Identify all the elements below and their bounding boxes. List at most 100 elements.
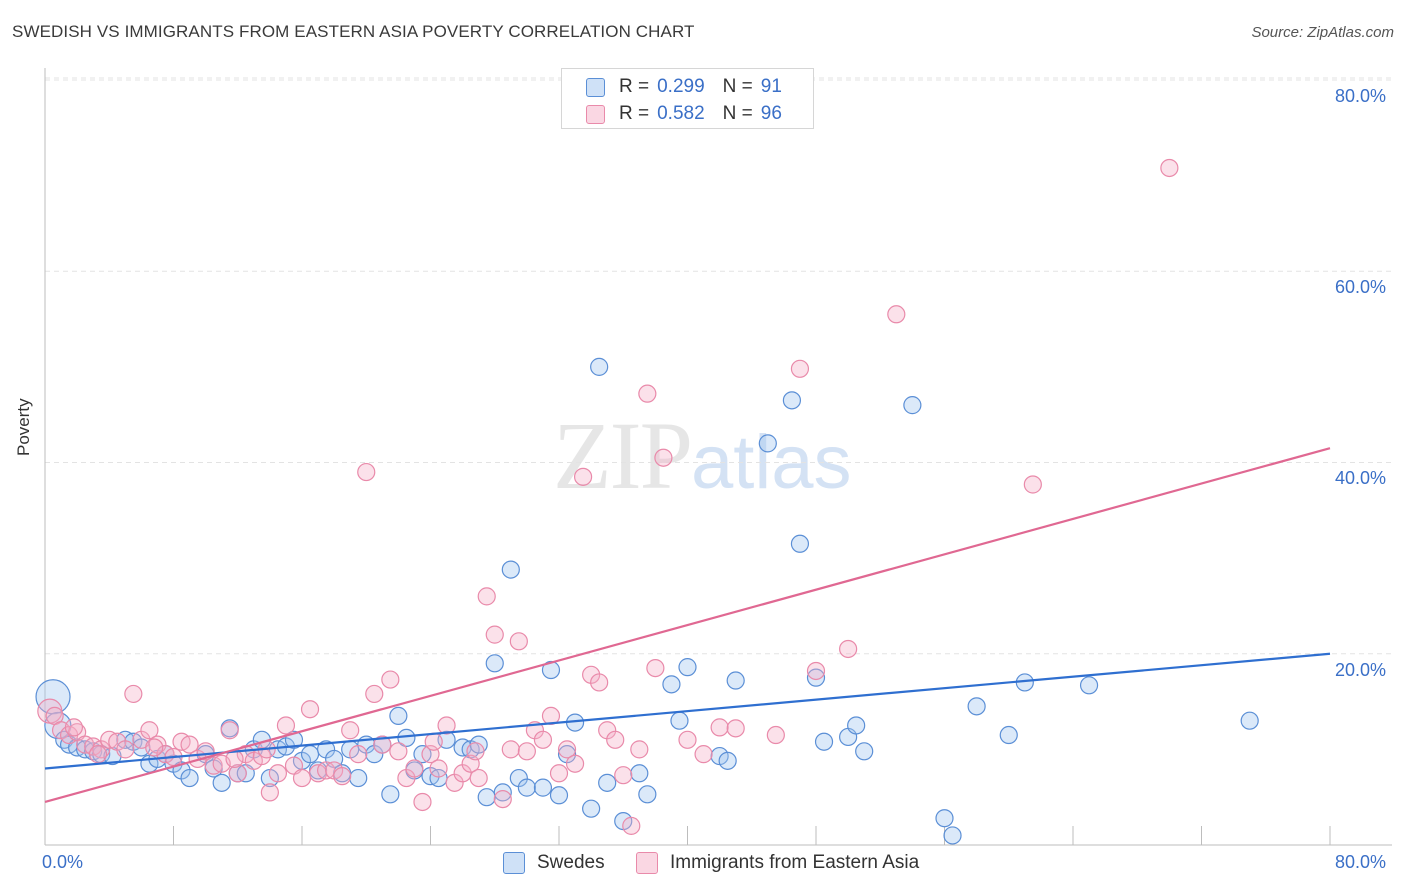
swedes-point bbox=[718, 751, 737, 770]
asia-point bbox=[766, 725, 785, 745]
asia-point bbox=[1023, 475, 1042, 494]
source-credit: Source: ZipAtlas.com bbox=[1251, 24, 1394, 41]
asia-point bbox=[646, 658, 665, 678]
asia-point bbox=[509, 632, 528, 651]
asia-point bbox=[381, 670, 400, 689]
asia-point bbox=[124, 684, 143, 704]
y-tick-label: 40.0% bbox=[1335, 468, 1387, 488]
asia-point bbox=[260, 783, 279, 802]
legend-label-swedes: Swedes bbox=[537, 852, 605, 873]
r-value: 0.582 bbox=[657, 103, 705, 124]
asia-point bbox=[276, 716, 296, 735]
swedes-point bbox=[670, 711, 689, 730]
asia-point bbox=[180, 735, 199, 754]
y-axis-label: Poverty bbox=[14, 398, 33, 456]
swedes-point bbox=[541, 660, 561, 680]
watermark: ZIPatlas bbox=[553, 400, 852, 511]
asia-point bbox=[485, 625, 504, 644]
swedes-point bbox=[943, 826, 962, 845]
asia-point bbox=[429, 759, 448, 778]
swedes-point bbox=[349, 768, 368, 788]
asia-point bbox=[533, 730, 553, 749]
asia-point bbox=[549, 764, 569, 783]
swedes-point bbox=[180, 768, 199, 788]
asia-point bbox=[469, 768, 488, 788]
asia-point bbox=[638, 384, 657, 403]
legend-label-asia: Immigrants from Eastern Asia bbox=[670, 852, 920, 873]
asia-point bbox=[565, 754, 585, 773]
swedes-point bbox=[212, 773, 231, 792]
swedes-point bbox=[501, 560, 520, 579]
asia-point bbox=[300, 700, 320, 719]
stats-legend: R = 0.299 N = 91 R = 0.582 N = 96 bbox=[561, 68, 814, 129]
swedes-point bbox=[389, 706, 408, 726]
asia-point bbox=[437, 716, 456, 735]
x-tick-label: 0.0% bbox=[42, 852, 84, 872]
r-label: R = bbox=[619, 76, 650, 97]
swedes-point bbox=[493, 783, 512, 802]
asia-point bbox=[405, 759, 424, 778]
swedes-point bbox=[847, 716, 866, 735]
swedes-point bbox=[300, 745, 320, 764]
swedes-point bbox=[782, 391, 802, 410]
swedes-point bbox=[598, 773, 617, 792]
swedes-point bbox=[662, 675, 681, 694]
chart-title: SWEDISH VS IMMIGRANTS FROM EASTERN ASIA … bbox=[12, 22, 695, 41]
stats-legend-row-swedes: R = 0.299 N = 91 bbox=[586, 76, 782, 98]
swedes-point bbox=[678, 658, 697, 677]
asia-swatch bbox=[586, 104, 605, 124]
asia-point bbox=[557, 740, 577, 759]
asia-point bbox=[614, 766, 633, 785]
asia-point bbox=[573, 467, 593, 486]
n-value: 91 bbox=[760, 76, 782, 97]
asia-point bbox=[726, 719, 745, 738]
asia-point bbox=[357, 462, 376, 482]
watermark-zip: ZIP bbox=[553, 402, 693, 509]
asia-point bbox=[220, 721, 239, 740]
asia-point bbox=[373, 735, 392, 754]
n-value: 96 bbox=[760, 103, 782, 124]
n-label: N = bbox=[722, 103, 753, 124]
r-label: R = bbox=[619, 103, 650, 124]
swedes-point bbox=[638, 785, 657, 804]
asia-point bbox=[145, 738, 164, 757]
asia-point bbox=[694, 745, 713, 764]
swedes-point bbox=[999, 725, 1018, 745]
asia-point bbox=[413, 792, 432, 812]
asia-point bbox=[477, 587, 496, 606]
watermark-atlas: atlas bbox=[691, 420, 852, 505]
swedes-point bbox=[1240, 711, 1259, 730]
swedes-point bbox=[381, 785, 400, 804]
x-tick-label: 80.0% bbox=[1335, 852, 1387, 872]
n-label: N = bbox=[722, 76, 753, 97]
asia-point bbox=[228, 764, 247, 783]
asia-point bbox=[349, 745, 368, 764]
asia-point bbox=[622, 816, 641, 835]
swedes-point bbox=[517, 778, 536, 797]
swedes-swatch bbox=[586, 77, 605, 97]
asia-point bbox=[590, 673, 609, 692]
asia-point bbox=[630, 740, 649, 759]
asia-point bbox=[116, 740, 135, 759]
asia-trend-line bbox=[44, 447, 1331, 804]
swedes-point bbox=[726, 671, 745, 690]
asia-point bbox=[790, 359, 810, 378]
y-tick-label: 20.0% bbox=[1335, 660, 1387, 680]
swedes-point bbox=[590, 357, 609, 376]
stats-legend-row-asia: R = 0.582 N = 96 bbox=[586, 103, 782, 125]
asia-point bbox=[501, 740, 520, 759]
series-legend: Swedes Immigrants from Eastern Asia bbox=[0, 850, 1406, 878]
asia-point bbox=[268, 764, 288, 783]
asia-point bbox=[839, 639, 858, 659]
asia-point bbox=[678, 730, 697, 749]
swedes-point bbox=[758, 434, 777, 453]
asia-point bbox=[424, 732, 443, 751]
asia-point bbox=[88, 745, 108, 764]
asia-point bbox=[64, 718, 84, 737]
asia-point bbox=[887, 305, 906, 324]
asia-point bbox=[1160, 158, 1179, 178]
swedes-point bbox=[485, 654, 504, 673]
asia-swatch bbox=[636, 852, 658, 874]
asia-point bbox=[389, 742, 408, 761]
